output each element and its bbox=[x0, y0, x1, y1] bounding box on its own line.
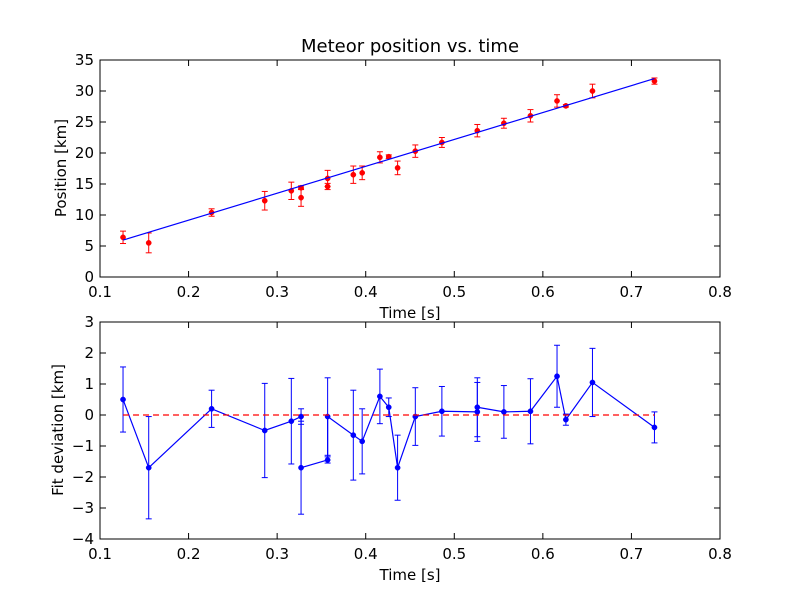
y-tick-label: 2 bbox=[84, 344, 94, 362]
data-point bbox=[261, 427, 268, 434]
y-tick-label: 5 bbox=[84, 237, 94, 255]
data-point bbox=[350, 432, 357, 438]
data-point bbox=[474, 404, 481, 411]
x-tick-label: 0.5 bbox=[442, 545, 466, 563]
y-tick-label: −1 bbox=[72, 437, 94, 455]
deviation-line bbox=[122, 374, 655, 469]
x-axis-ticks: 0.1 0.2 0.3 0.4 0.5 0.6 0.7 0.8 bbox=[88, 60, 732, 301]
y-axis-ticks: 0 5 10 15 20 25 30 35 bbox=[75, 51, 720, 286]
x-tick-label: 0.2 bbox=[177, 545, 201, 563]
y-tick-label: −4 bbox=[72, 530, 94, 548]
x-tick-label: 0.1 bbox=[88, 283, 112, 301]
x-tick-label: 0.7 bbox=[619, 545, 643, 563]
position-panel: Meteor position vs. time 0.1 0.2 0.3 0.4 0.5… bbox=[52, 36, 732, 322]
x-tick-label: 0.4 bbox=[354, 545, 378, 563]
x-tick-label: 0.6 bbox=[531, 545, 555, 563]
data-point bbox=[554, 98, 560, 104]
y-tick-label: 10 bbox=[75, 206, 94, 224]
data-point bbox=[324, 457, 331, 463]
data-point bbox=[261, 197, 268, 204]
y-axis-label: Position [km] bbox=[52, 119, 70, 217]
plot-marks bbox=[120, 77, 658, 254]
y-tick-label: −2 bbox=[72, 468, 94, 486]
x-axis-label: Time [s] bbox=[379, 566, 441, 584]
data-point bbox=[501, 409, 507, 415]
x-tick-label: 0.6 bbox=[531, 283, 555, 301]
y-tick-label: 25 bbox=[75, 113, 94, 131]
data-point bbox=[589, 88, 596, 94]
data-point bbox=[288, 418, 295, 425]
data-point bbox=[394, 464, 401, 471]
data-point bbox=[298, 194, 304, 201]
data-point bbox=[120, 396, 126, 403]
fit-line bbox=[122, 78, 655, 241]
data-point bbox=[439, 408, 445, 415]
data-point bbox=[145, 240, 152, 246]
data-point bbox=[208, 405, 215, 412]
deviation-panel: 0.1 0.2 0.3 0.4 0.5 0.6 0.7 0.8 −4 −3 −2 −1 0 1 2 3 Ti… bbox=[49, 313, 732, 584]
y-tick-label: −3 bbox=[72, 499, 94, 517]
plot-area-frame bbox=[99, 59, 721, 278]
x-tick-label: 0.4 bbox=[354, 283, 378, 301]
data-point bbox=[394, 165, 401, 171]
data-point bbox=[563, 416, 569, 423]
x-axis-label: Time [s] bbox=[379, 304, 441, 322]
y-tick-label: 30 bbox=[75, 82, 94, 100]
data-point bbox=[527, 408, 534, 415]
data-point bbox=[359, 169, 366, 176]
x-axis-ticks: 0.1 0.2 0.3 0.4 0.5 0.6 0.7 0.8 bbox=[88, 322, 732, 563]
x-tick-label: 0.2 bbox=[177, 283, 201, 301]
data-point bbox=[385, 404, 392, 411]
x-tick-label: 0.8 bbox=[708, 283, 732, 301]
x-tick-label: 0.1 bbox=[88, 545, 112, 563]
y-tick-label: 0 bbox=[84, 406, 94, 424]
x-tick-label: 0.3 bbox=[265, 283, 289, 301]
data-point bbox=[359, 438, 366, 445]
data-point bbox=[589, 379, 596, 386]
x-tick-label: 0.3 bbox=[265, 545, 289, 563]
chart-title: Meteor position vs. time bbox=[301, 36, 519, 57]
y-tick-label: 20 bbox=[75, 144, 94, 162]
y-tick-label: 35 bbox=[75, 51, 94, 69]
x-tick-label: 0.8 bbox=[708, 545, 732, 563]
data-point bbox=[554, 373, 560, 380]
x-tick-label: 0.7 bbox=[619, 283, 643, 301]
y-tick-label: 15 bbox=[75, 175, 94, 193]
data-point bbox=[651, 424, 658, 431]
plot-area-frame bbox=[99, 321, 721, 540]
data-point bbox=[377, 154, 383, 161]
y-tick-label: 3 bbox=[84, 313, 94, 331]
y-tick-label: 1 bbox=[84, 375, 94, 393]
y-axis-label: Fit deviation [km] bbox=[49, 364, 67, 496]
data-point bbox=[651, 78, 658, 84]
y-axis-ticks: −4 −3 −2 −1 0 1 2 3 bbox=[72, 313, 720, 548]
data-point bbox=[350, 171, 357, 178]
data-point bbox=[145, 464, 152, 471]
data-point bbox=[298, 413, 304, 420]
data-point bbox=[377, 393, 383, 400]
y-tick-label: 0 bbox=[84, 268, 94, 286]
x-tick-label: 0.5 bbox=[442, 283, 466, 301]
data-point bbox=[298, 464, 304, 471]
plot-marks bbox=[120, 344, 658, 520]
